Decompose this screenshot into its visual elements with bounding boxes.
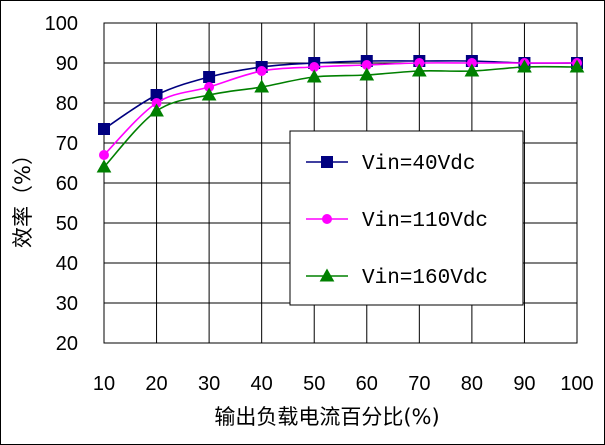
x-tick-label: 50 bbox=[303, 373, 325, 395]
y-tick-label: 20 bbox=[56, 333, 78, 355]
y-tick-label: 30 bbox=[56, 293, 78, 315]
y-tick-label: 50 bbox=[56, 213, 78, 235]
x-tick-label: 60 bbox=[356, 373, 378, 395]
x-tick-label: 90 bbox=[513, 373, 535, 395]
data-point bbox=[256, 66, 267, 76]
legend-swatch-marker bbox=[321, 156, 333, 168]
series-group bbox=[96, 55, 585, 173]
x-tick-label: 20 bbox=[145, 373, 167, 395]
x-tick-label: 40 bbox=[251, 373, 273, 395]
y-tick-label: 60 bbox=[56, 173, 78, 195]
data-point bbox=[464, 63, 480, 77]
x-axis-label: 输出负载电流百分比(%) bbox=[214, 405, 439, 429]
y-tick-label: 40 bbox=[56, 253, 78, 275]
legend-label: Vin=40Vdc bbox=[362, 153, 475, 176]
y-tick-label: 90 bbox=[56, 53, 78, 75]
data-point bbox=[517, 59, 532, 73]
x-tick-label: 80 bbox=[461, 373, 483, 395]
x-tick-label: 30 bbox=[198, 373, 220, 395]
series-3 bbox=[96, 59, 585, 173]
data-point bbox=[306, 69, 322, 83]
series-line bbox=[103, 62, 577, 156]
data-point bbox=[254, 79, 270, 93]
data-point bbox=[359, 67, 375, 81]
plot-border bbox=[103, 22, 578, 344]
y-tick-label: 100 bbox=[45, 13, 78, 35]
legend-swatch-marker bbox=[319, 268, 335, 282]
y-tick-labels: 20 30 40 50 60 70 80 90 100 bbox=[45, 13, 78, 355]
data-point bbox=[203, 71, 216, 83]
legend-label: Vin=160Vdc bbox=[362, 267, 488, 290]
x-tick-labels: 10 20 30 40 50 60 70 80 90 100 bbox=[93, 373, 594, 395]
y-axis-label: 效率（%） bbox=[11, 144, 35, 248]
data-point bbox=[99, 150, 109, 160]
x-tick-label: 100 bbox=[560, 373, 593, 395]
legend-item: Vin=40Vdc bbox=[306, 153, 475, 176]
legend-item: Vin=160Vdc bbox=[306, 267, 488, 290]
series-line bbox=[103, 60, 578, 130]
data-point bbox=[201, 87, 217, 101]
data-point bbox=[96, 159, 112, 173]
legend-items: Vin=40Vdc Vin=110Vdc Vin=160Vdc bbox=[306, 153, 488, 290]
data-point bbox=[98, 123, 110, 135]
x-tick-label: 70 bbox=[408, 373, 430, 395]
legend: Vin=40Vdc Vin=110Vdc Vin=160Vdc bbox=[289, 130, 524, 306]
y-tick-label: 70 bbox=[56, 133, 78, 155]
legend-item: Vin=110Vdc bbox=[306, 210, 488, 233]
legend-label: Vin=110Vdc bbox=[362, 210, 488, 233]
data-point bbox=[149, 103, 164, 117]
series-line bbox=[103, 65, 578, 168]
data-point bbox=[411, 63, 427, 77]
y-tick-label: 80 bbox=[56, 93, 78, 115]
legend-swatch-marker bbox=[322, 214, 332, 224]
data-point bbox=[569, 59, 585, 73]
x-tick-label: 10 bbox=[93, 373, 115, 395]
